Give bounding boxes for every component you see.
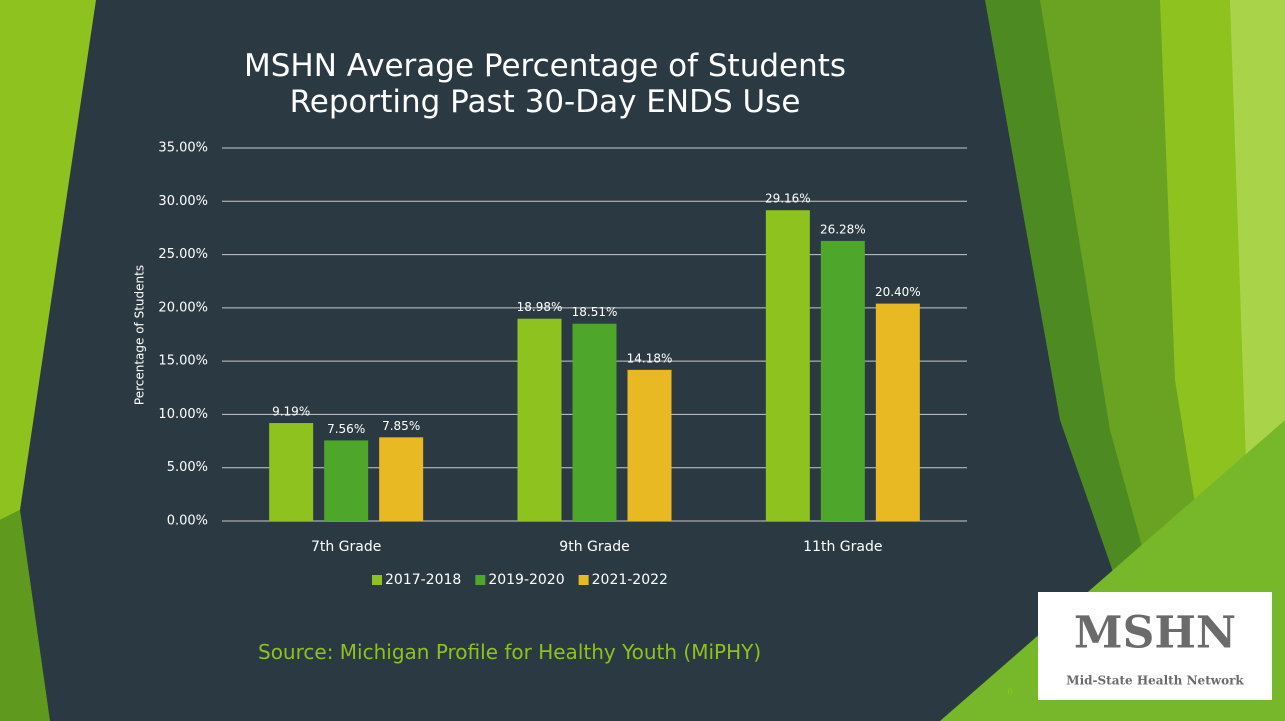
- value-label: 9.19%: [272, 405, 310, 419]
- logo-name: MSHN: [1074, 608, 1236, 659]
- bar: [518, 319, 562, 521]
- y-tick-label: 25.00%: [158, 247, 208, 262]
- y-tick-label: 15.00%: [158, 354, 208, 369]
- y-tick-label: 20.00%: [158, 300, 208, 315]
- source: Source: Michigan Profile for Healthy You…: [258, 640, 761, 664]
- legend-label: 2017-2018: [385, 572, 461, 588]
- y-tick-label: 35.00%: [158, 141, 208, 156]
- y-tick-label: 10.00%: [158, 407, 208, 422]
- x-tick-label: 9th Grade: [559, 539, 629, 555]
- chart-title: MSHN Average Percentage of Students Repo…: [195, 48, 895, 120]
- y-tick-label: 0.00%: [167, 514, 208, 529]
- bar: [269, 423, 313, 521]
- value-label: 7.56%: [327, 422, 365, 436]
- bar: [573, 324, 617, 521]
- value-label: 7.85%: [382, 419, 420, 433]
- bar: [324, 440, 368, 521]
- legend-swatch: [579, 575, 589, 585]
- legend-label: 2021-2022: [592, 572, 668, 588]
- x-tick-label: 11th Grade: [803, 539, 882, 555]
- y-axis-label: Percentage of Students: [133, 265, 147, 405]
- value-label: 20.40%: [875, 285, 921, 299]
- bar: [628, 370, 672, 521]
- bar: [876, 304, 920, 521]
- legend-label: 2019-2020: [488, 572, 564, 588]
- value-label: 26.28%: [820, 222, 866, 236]
- bar: [379, 437, 423, 521]
- x-tick-label: 7th Grade: [311, 539, 381, 555]
- bar: [821, 241, 865, 521]
- value-label: 18.98%: [517, 300, 563, 314]
- y-tick-label: 5.00%: [167, 460, 208, 475]
- slide: MSHN Mid-State Health Network 6 Percenta…: [0, 0, 1285, 721]
- page-number: 6: [1007, 688, 1013, 698]
- value-label: 14.18%: [627, 351, 673, 365]
- value-label: 29.16%: [765, 192, 811, 206]
- value-label: 18.51%: [572, 305, 618, 319]
- logo-tagline: Mid-State Health Network: [1066, 674, 1244, 688]
- legend-swatch: [372, 575, 382, 585]
- y-tick-label: 30.00%: [158, 194, 208, 209]
- bar: [766, 210, 810, 521]
- legend-swatch: [475, 575, 485, 585]
